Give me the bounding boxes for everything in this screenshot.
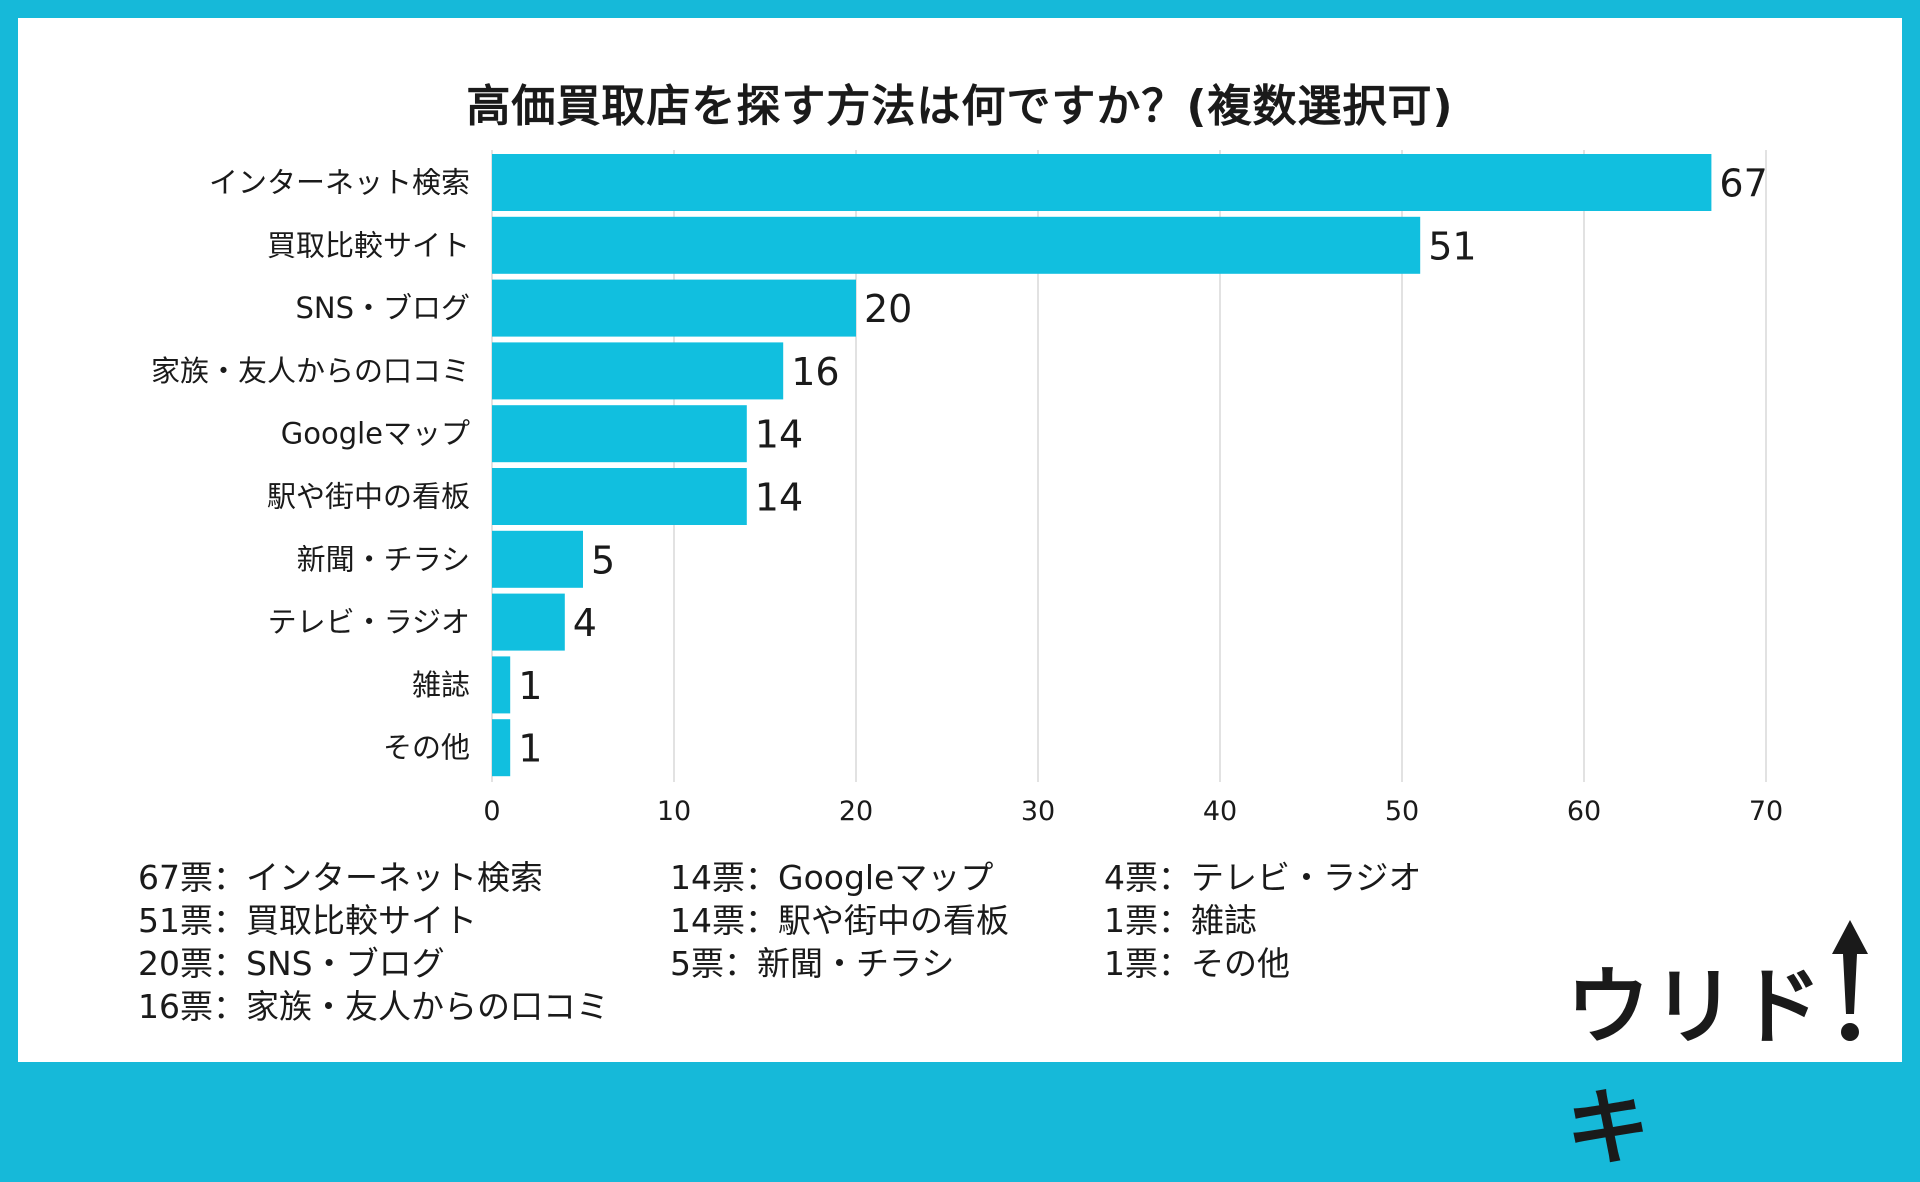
bar <box>492 405 747 463</box>
category-label: インターネット検索 <box>209 166 470 200</box>
bar <box>492 719 511 777</box>
category-label: 新聞・チラシ <box>297 542 470 576</box>
bar <box>492 593 565 651</box>
category-label: その他 <box>383 731 470 765</box>
bar <box>492 468 747 525</box>
x-tick-label: 70 <box>1749 796 1783 827</box>
category-label: SNS・ブログ <box>295 291 470 325</box>
value-label: 67 <box>1719 162 1767 206</box>
category-label: テレビ・ラジオ <box>268 605 470 639</box>
bar <box>492 154 1712 211</box>
legend-item: 4票：テレビ・ラジオ <box>1104 858 1422 897</box>
category-label: 家族・友人からの口コミ <box>151 354 470 388</box>
legend-column-1: 67票：インターネット検索 51票：買取比較サイト 20票：SNS・ブログ 16… <box>138 856 609 1028</box>
legend-item: 1票：その他 <box>1104 944 1290 983</box>
uridoki-logo: ウリドキ <box>1566 918 1876 1177</box>
category-label: Googleマップ <box>281 417 470 451</box>
x-tick-label: 40 <box>1203 796 1237 827</box>
value-label: 5 <box>591 538 615 582</box>
value-label: 51 <box>1428 224 1476 268</box>
value-label: 20 <box>864 287 912 331</box>
value-label: 16 <box>791 350 839 394</box>
up-arrow-icon <box>1832 920 1868 1041</box>
value-label: 1 <box>518 664 542 708</box>
bar <box>492 530 583 588</box>
bar <box>492 216 1421 274</box>
category-label: 駅や街中の看板 <box>267 480 470 514</box>
legend-item: 14票：駅や街中の看板 <box>670 901 1009 940</box>
legend-item: 5票：新聞・チラシ <box>670 944 955 983</box>
category-label: 買取比較サイト <box>267 228 470 262</box>
bar <box>492 342 784 400</box>
legend-item: 16票：家族・友人からの口コミ <box>138 987 609 1026</box>
x-tick-label: 20 <box>839 796 873 827</box>
legend-item: 67票：インターネット検索 <box>138 858 543 897</box>
value-label: 14 <box>755 413 803 457</box>
x-tick-label: 10 <box>657 796 691 827</box>
legend-item: 20票：SNS・ブログ <box>138 944 445 983</box>
value-label: 14 <box>755 476 803 520</box>
legend-item: 1票：雑誌 <box>1104 901 1257 940</box>
x-tick-label: 50 <box>1385 796 1419 827</box>
bar <box>492 279 856 337</box>
legend-item: 14票：Googleマップ <box>670 858 994 897</box>
chart-card: 高価買取店を探す方法は何ですか？(複数選択可) 0 10 20 30 40 50 60 70 イ… <box>18 18 1902 1177</box>
x-tick-label: 30 <box>1021 796 1055 827</box>
bar <box>492 656 511 714</box>
value-label: 4 <box>573 601 597 645</box>
category-label: 雑誌 <box>412 668 470 702</box>
legend-column-3: 4票：テレビ・ラジオ 1票：雑誌 1票：その他 <box>1104 856 1421 985</box>
x-tick-label: 60 <box>1567 796 1601 827</box>
value-label: 1 <box>518 727 542 771</box>
x-tick-label: 0 <box>483 796 500 827</box>
legend-column-2: 14票：Googleマップ 14票：駅や街中の看板 5票：新聞・チラシ <box>670 856 1009 985</box>
chart-title: 高価買取店を探す方法は何ですか？(複数選択可) <box>466 81 1454 132</box>
legend-item: 51票：買取比較サイト <box>138 901 477 940</box>
